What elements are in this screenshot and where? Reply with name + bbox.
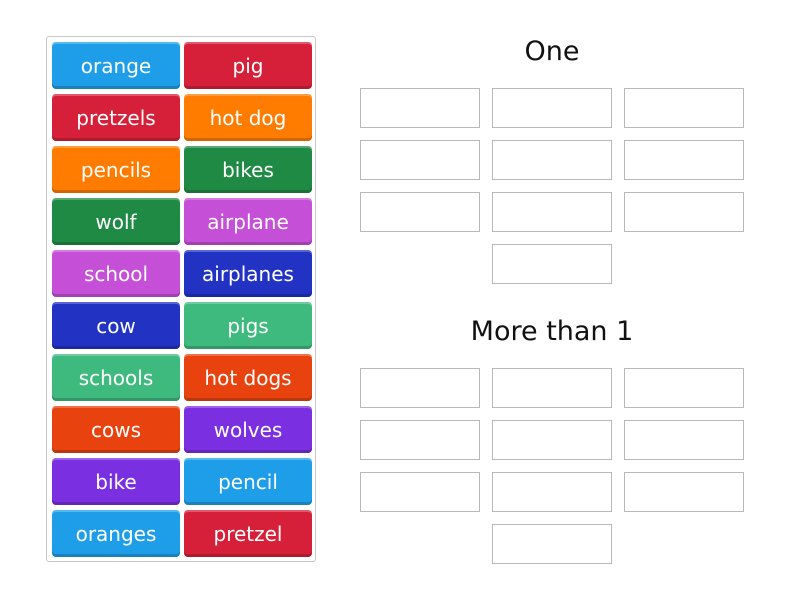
word-tile[interactable]: hot dogs xyxy=(184,354,312,401)
drop-slot[interactable] xyxy=(492,192,612,232)
word-tile[interactable]: pencil xyxy=(184,458,312,505)
drop-slot[interactable] xyxy=(492,140,612,180)
word-tray: orange pig pretzels hot dog pencils bikes wolf… xyxy=(46,36,316,562)
word-tile[interactable]: school xyxy=(52,250,180,297)
drop-slot[interactable] xyxy=(492,524,612,564)
drop-slot[interactable] xyxy=(360,420,480,460)
word-tile[interactable]: schools xyxy=(52,354,180,401)
drop-slot[interactable] xyxy=(360,368,480,408)
drop-slot[interactable] xyxy=(624,88,744,128)
drop-slot[interactable] xyxy=(624,420,744,460)
word-tile[interactable]: orange xyxy=(52,42,180,89)
group-title: More than 1 xyxy=(470,316,634,347)
drop-slot[interactable] xyxy=(624,472,744,512)
word-tile[interactable]: pretzels xyxy=(52,94,180,141)
drop-slot[interactable] xyxy=(360,88,480,128)
word-tile[interactable]: wolf xyxy=(52,198,180,245)
word-tile[interactable]: oranges xyxy=(52,510,180,557)
word-tile[interactable]: pig xyxy=(184,42,312,89)
group-title: One xyxy=(524,36,580,67)
drop-slot[interactable] xyxy=(624,368,744,408)
word-tile[interactable]: airplanes xyxy=(184,250,312,297)
word-tile[interactable]: pretzel xyxy=(184,510,312,557)
word-tile[interactable]: hot dog xyxy=(184,94,312,141)
word-tile[interactable]: bike xyxy=(52,458,180,505)
drop-slot[interactable] xyxy=(492,368,612,408)
drop-slot[interactable] xyxy=(492,472,612,512)
word-tile[interactable]: cow xyxy=(52,302,180,349)
word-tile[interactable]: bikes xyxy=(184,146,312,193)
word-tile[interactable]: cows xyxy=(52,406,180,453)
drop-slot[interactable] xyxy=(624,192,744,232)
drop-slot[interactable] xyxy=(492,88,612,128)
drop-slot[interactable] xyxy=(360,472,480,512)
drop-slot[interactable] xyxy=(492,244,612,284)
drop-slot[interactable] xyxy=(360,192,480,232)
drop-slot[interactable] xyxy=(360,140,480,180)
drop-slot[interactable] xyxy=(492,420,612,460)
drop-slot[interactable] xyxy=(624,140,744,180)
word-tile[interactable]: pigs xyxy=(184,302,312,349)
word-tile[interactable]: pencils xyxy=(52,146,180,193)
word-tile[interactable]: wolves xyxy=(184,406,312,453)
word-tile[interactable]: airplane xyxy=(184,198,312,245)
